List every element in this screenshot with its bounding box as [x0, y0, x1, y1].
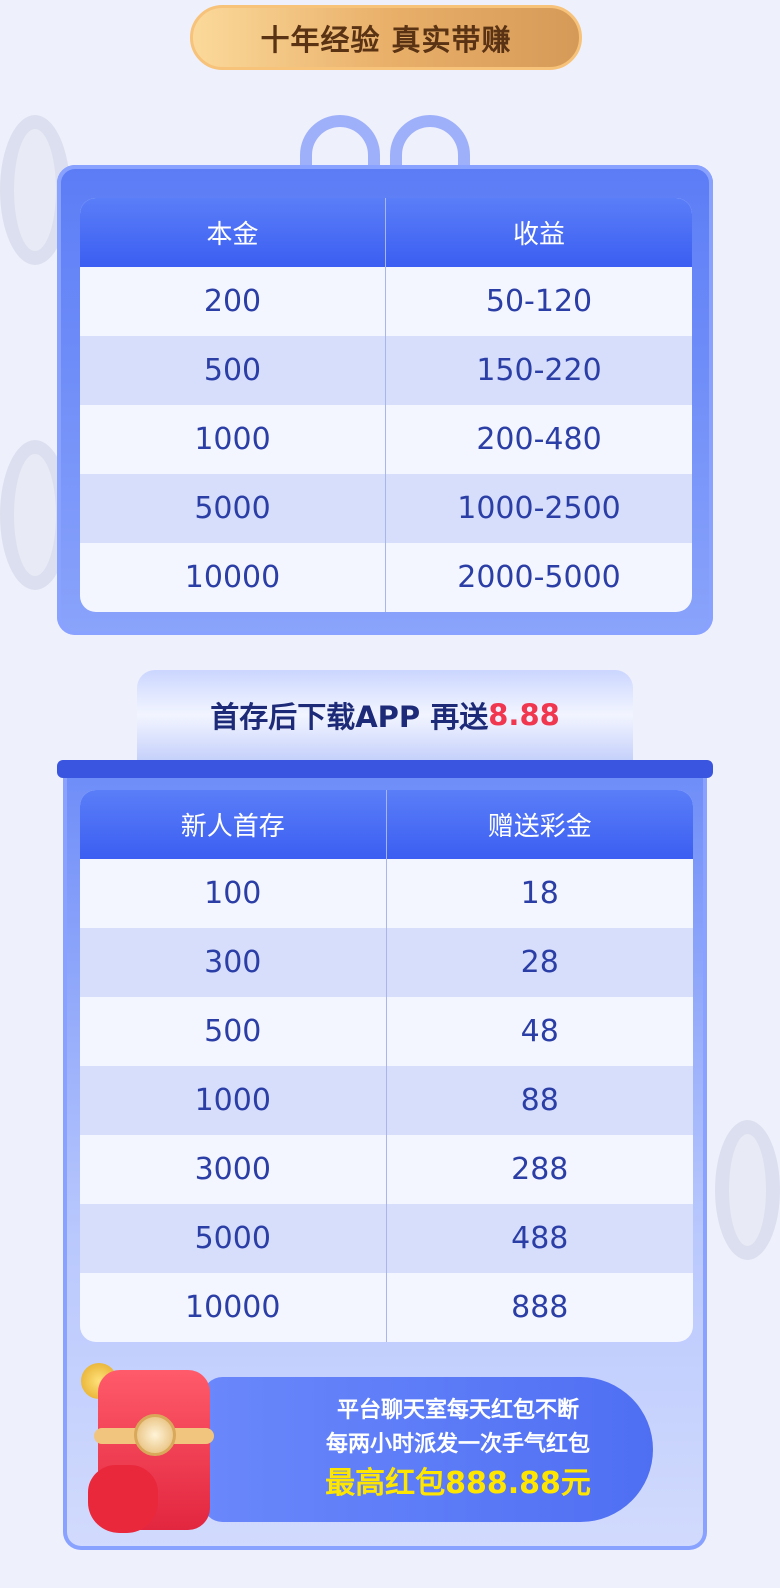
table-cell: 288	[511, 1152, 569, 1187]
promo-line-1: 平台聊天室每天红包不断	[336, 1397, 579, 1423]
table-row: 100 18	[80, 859, 693, 928]
column-header: 本金	[80, 198, 386, 267]
table-row: 3000 288	[80, 1135, 693, 1204]
table-row: 200 50-120	[80, 267, 692, 336]
banner-text: 首存后下载APP 再送	[210, 700, 489, 734]
table-cell: 48	[520, 1014, 559, 1049]
table-cell: 500	[80, 336, 386, 405]
bonus-table: 新人首存 赠送彩金 100 18 300 28 500 48 1000 88 3000 288 5000…	[80, 790, 693, 1342]
table-row: 1000 88	[80, 1066, 693, 1135]
table-cell: 300	[80, 928, 387, 997]
slogan-text: 十年经验 真实带赚	[260, 22, 512, 57]
promo-max-amount: 最高红包888.88元	[325, 1465, 591, 1501]
table-row: 500 48	[80, 997, 693, 1066]
column-header: 收益	[512, 220, 565, 250]
first-deposit-panel: 新人首存 赠送彩金 100 18 300 28 500 48 1000 88 3000 288 5000…	[63, 765, 707, 1550]
table-cell: 150-220	[476, 353, 602, 388]
table-row: 5000 1000-2500	[80, 474, 692, 543]
money-bag-icon	[88, 1465, 158, 1533]
table-cell: 100	[80, 859, 387, 928]
column-header: 新人首存	[80, 790, 387, 859]
table-row: 300 28	[80, 928, 693, 997]
table-cell: 500	[80, 997, 387, 1066]
table-cell: 1000	[80, 405, 386, 474]
table-cell: 3000	[80, 1135, 387, 1204]
slogan-badge: 十年经验 真实带赚	[190, 5, 582, 70]
table-cell: 488	[511, 1221, 569, 1256]
returns-table: 本金 收益 200 50-120 500 150-220 1000 200-480 5000 10…	[80, 198, 692, 612]
table-row: 10000 888	[80, 1273, 693, 1342]
column-header: 赠送彩金	[487, 812, 592, 842]
table-cell: 88	[520, 1083, 559, 1118]
table-cell: 200	[80, 267, 386, 336]
table-cell: 28	[520, 945, 559, 980]
promo-line-2: 每两小时派发一次手气红包	[325, 1431, 590, 1457]
table-cell: 200-480	[476, 422, 602, 457]
table-cell: 18	[520, 876, 559, 911]
table-row: 1000 200-480	[80, 405, 692, 474]
table-cell: 2000-5000	[457, 560, 621, 595]
table-cell: 5000	[80, 474, 386, 543]
banner-bonus-amount: 8.88	[488, 698, 560, 732]
table-cell: 1000-2500	[457, 491, 621, 526]
app-download-banner: 首存后下载APP 再送 8.88	[137, 670, 633, 760]
panel-lid	[57, 760, 713, 778]
table-cell: 5000	[80, 1204, 387, 1273]
red-packet-promo: 平台聊天室每天红包不断 每两小时派发一次手气红包 最高红包888.88元	[203, 1377, 653, 1522]
table-cell: 10000	[80, 1273, 387, 1342]
principal-returns-panel: 本金 收益 200 50-120 500 150-220 1000 200-480 5000 10…	[57, 165, 713, 635]
table-cell: 10000	[80, 543, 386, 612]
table-cell: 50-120	[485, 284, 593, 319]
table-row: 10000 2000-5000	[80, 543, 692, 612]
table-row: 500 150-220	[80, 336, 692, 405]
poker-chip-decoration	[715, 1120, 780, 1260]
table-cell: 888	[511, 1290, 569, 1325]
table-row: 5000 488	[80, 1204, 693, 1273]
table-header: 本金 收益	[80, 198, 692, 267]
table-header: 新人首存 赠送彩金	[80, 790, 693, 859]
table-cell: 1000	[80, 1066, 387, 1135]
